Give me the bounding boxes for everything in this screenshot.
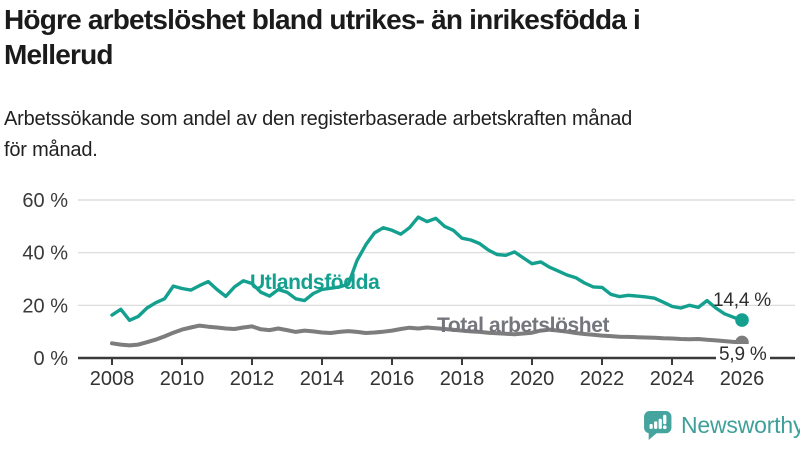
y-tick-label-40: 40 % [22,243,68,265]
x-tick-label-2022: 2022 [580,368,625,390]
series-label-total-arbetsloshet: Total arbetslöshet [437,314,610,337]
chart-subtitle: Arbetssökande som andel av den registerb… [4,104,632,166]
x-tick-label-2012: 2012 [230,368,275,390]
x-tick-label-2020: 2020 [510,368,555,390]
y-tick-label-20: 20 % [22,295,68,317]
title-line-2: Mellerud [4,39,114,70]
x-tick-label-2016: 2016 [370,368,415,390]
end-value-label-utlandsfodda: 14,4 % [713,290,771,311]
newsworthy-logo: Newsworthy [643,410,800,441]
newsworthy-speech-bubble-chart-icon [644,411,672,440]
x-tick-label-2018: 2018 [440,368,485,390]
subtitle-line-1: Arbetssökande som andel av den registerb… [4,108,633,130]
x-tick-label-2014: 2014 [300,368,345,390]
x-tick-label-2008: 2008 [90,368,135,390]
page-title: Högre arbetslöshet bland utrikes- än inr… [4,2,641,72]
series-line-total-arbetsloshet [110,323,744,348]
subtitle-line-2: för månad. [4,139,98,161]
x-tick-label-2026: 2026 [720,368,765,390]
x-tick-label-2010: 2010 [160,368,205,390]
newsworthy-wordmark: Newsworthy [681,412,800,438]
series-line-utlandsfodda [110,215,744,323]
title-line-1: Högre arbetslöshet bland utrikes- än inr… [4,4,641,35]
end-value-label-total: 5,9 % [716,344,770,366]
series-label-utlandsfodda: Utlandsfödda [250,271,380,294]
series-end-dot-utlandsfodda [735,313,749,327]
x-tick-label-2024: 2024 [650,368,695,390]
y-tick-label-0: 0 % [34,348,69,370]
unemployment-line-chart: 0 % 20 % 40 % 60 % 2008 2010 2012 2014 2016 2018 2… [22,190,795,390]
y-tick-label-60: 60 % [22,190,68,212]
